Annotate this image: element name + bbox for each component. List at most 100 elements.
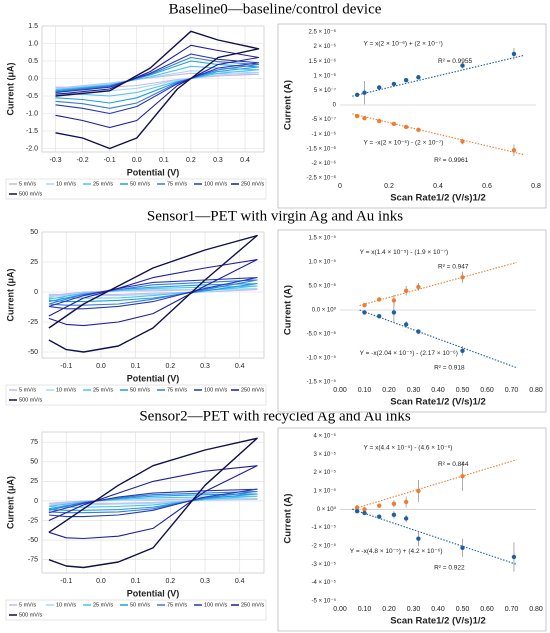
- y-tick-label: 4 × 10⁻⁵: [313, 433, 336, 440]
- data-point: [460, 348, 465, 353]
- y-tick-label: 2.5 × 10⁻⁶: [309, 29, 337, 36]
- data-point: [354, 92, 360, 97]
- y-tick-label: -2 × 10⁻⁵: [311, 543, 336, 550]
- data-point: [362, 507, 367, 512]
- data-point: [403, 124, 409, 130]
- x-tick-label: 0.30: [407, 387, 421, 394]
- data-point: [391, 501, 397, 507]
- annotation: Y = -x(2 × 10⁻⁶) - (2 × 10⁻⁷): [364, 140, 444, 147]
- y-tick-label: 0: [333, 103, 337, 109]
- x-tick-label: 0.60: [480, 387, 494, 394]
- y-tick-label: 75: [30, 439, 38, 446]
- y-tick-label: -5 × 10⁻⁷: [312, 116, 336, 123]
- data-point: [416, 329, 421, 334]
- y-tick-label: 5 × 10⁻⁷: [314, 87, 336, 94]
- legend-label: 50 mV/s: [130, 387, 150, 393]
- y-tick-label: -1 × 10⁻⁶: [312, 131, 337, 138]
- x-tick-label: 0.1: [159, 157, 169, 164]
- y-tick-label: -1.5 × 10⁻⁵: [306, 379, 336, 386]
- x-tick-label: 0.10: [358, 606, 372, 613]
- y-tick-label: -25: [28, 319, 38, 326]
- y-tick-label: -50: [28, 537, 38, 544]
- y-tick-label: -1 × 10⁻⁵: [311, 524, 336, 531]
- cv-curve: [48, 259, 258, 327]
- annotation: R² = 0.947: [438, 264, 469, 271]
- y-axis-title: Current (μA): [5, 62, 15, 115]
- annotation: R² = 0.9955: [438, 58, 473, 65]
- data-point: [362, 90, 367, 95]
- x-tick-label: 0.2: [186, 157, 196, 164]
- trendline: [352, 54, 524, 97]
- y-tick-label: -5.0 × 10⁻⁶: [307, 331, 337, 338]
- x-tick-label: 0.20: [382, 606, 396, 613]
- data-point: [403, 288, 409, 293]
- legend-label: 5 mV/s: [19, 387, 36, 393]
- annotation: Y = -x(4.8 × 10⁻⁵) + (4.2 × 10⁻⁶): [350, 548, 443, 555]
- data-point: [416, 75, 421, 80]
- x-tick-label: 0.0: [96, 363, 106, 370]
- x-tick-label: 0.0: [96, 578, 106, 585]
- chart-frame: [277, 229, 547, 413]
- y-tick-label: -0.5: [26, 93, 38, 100]
- x-tick-label: -0.2: [77, 157, 89, 164]
- y-tick-label: 1.5: [28, 23, 38, 30]
- annotation: R² = 0.9961: [434, 157, 469, 164]
- annotation: R² = 0.844: [438, 461, 469, 468]
- legend-label: 100 mV/s: [204, 181, 227, 187]
- y-tick-label: 25: [30, 478, 38, 485]
- y-tick-label: -25: [28, 517, 38, 524]
- data-point: [377, 297, 382, 302]
- y-tick-label: 2 × 10⁻⁵: [313, 469, 336, 476]
- cv-curve: [55, 30, 260, 150]
- x-tick-label: 0.6: [482, 183, 492, 190]
- annotation: R² = 0.922: [434, 565, 465, 572]
- y-tick-label: -2 × 10⁻⁶: [312, 160, 337, 167]
- x-tick-label: 0.20: [382, 387, 396, 394]
- y-tick-label: 0.0 × 10⁰: [312, 307, 337, 314]
- y-tick-label: 1.5 × 10⁻⁶: [309, 58, 337, 65]
- data-point: [354, 505, 360, 510]
- x-tick-label: -0.3: [50, 157, 62, 164]
- cv-curve: [55, 44, 260, 129]
- cv-curve: [48, 488, 258, 518]
- data-point: [460, 63, 465, 68]
- data-point: [511, 148, 517, 153]
- x-axis-title: Potential (V): [127, 373, 180, 383]
- y-tick-label: 1.0 × 10⁻⁵: [308, 259, 336, 266]
- annotation: Y = x(1.4 × 10⁻⁵) - (1.9 × 10⁻⁷): [360, 249, 449, 256]
- x-axis-title: Potential (V): [127, 588, 180, 598]
- y-tick-label: -1.5: [26, 128, 38, 135]
- x-tick-label: 0.3: [200, 363, 210, 370]
- y-tick-label: 1.5 × 10⁻⁵: [308, 235, 336, 242]
- x-tick-label: 0: [338, 183, 342, 190]
- x-tick-label: 0.2: [165, 578, 175, 585]
- trendline: [359, 261, 517, 307]
- x-tick-label: 0.50: [456, 387, 470, 394]
- data-point: [416, 536, 421, 541]
- legend-label: 25 mV/s: [93, 602, 113, 608]
- legend-label: 50 mV/s: [130, 602, 150, 608]
- data-point: [511, 554, 517, 560]
- x-axis-title: Scan Rate1/2 (V/s)1/2: [390, 616, 486, 627]
- x-tick-label: 0.4: [235, 363, 245, 370]
- data-point: [391, 310, 397, 315]
- x-tick-label: 0.00: [333, 606, 347, 613]
- y-tick-label: 2 × 10⁻⁶: [314, 43, 337, 50]
- x-tick-label: 0.00: [333, 387, 347, 394]
- x-tick-label: 0.80: [529, 387, 543, 394]
- y-axis-title: Current (μA): [5, 476, 15, 529]
- data-point: [362, 510, 367, 516]
- x-tick-label: 0.40: [431, 387, 445, 394]
- legend-label: 25 mV/s: [93, 387, 113, 393]
- cv-curve: [55, 56, 260, 109]
- data-point: [403, 516, 409, 521]
- y-tick-label: -75: [28, 557, 38, 564]
- legend-label: 500 mV/s: [19, 397, 42, 403]
- legend-label: 10 mV/s: [56, 181, 76, 187]
- data-point: [403, 322, 409, 327]
- data-point: [391, 121, 397, 127]
- y-tick-label: 3 × 10⁻⁵: [313, 451, 336, 458]
- data-point: [377, 85, 382, 90]
- legend-label: 100 mV/s: [204, 602, 227, 608]
